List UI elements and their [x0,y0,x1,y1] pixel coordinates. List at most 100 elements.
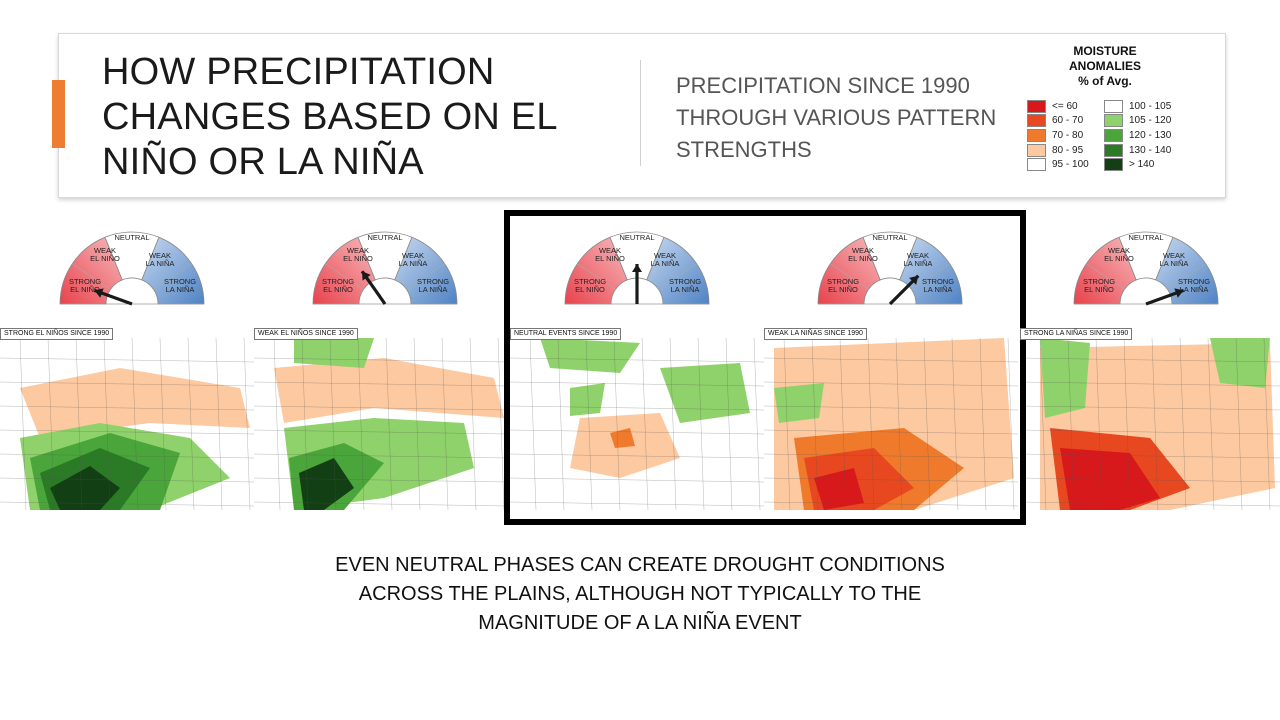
gauge-label-line: EL NIÑO [575,285,605,294]
gauge-label-line: EL NIÑO [343,254,373,263]
boundary-line [557,337,565,510]
gauge-label-line: EL NIÑO [828,285,858,294]
boundary-line [1095,337,1103,510]
legend-swatch [1104,114,1123,128]
boundary-line [159,337,167,510]
boundary-line [1020,357,1280,363]
gauge-label-line: STRONG [1083,277,1115,286]
gauge-neutral: NEUTRAL WEAK EL NIÑO WEAK LA NIÑA STRONG EL NI… [557,228,717,308]
gauge-label-line: LA NIÑA [651,259,680,268]
boundary-line [0,381,254,387]
anomaly-region [1060,448,1160,510]
boundary-line [497,337,505,510]
legend-swatch [1027,143,1046,157]
map-strong-el-ninos: STRONG EL NIÑOS SINCE 1990 [0,328,254,510]
gauge-divider [658,263,697,290]
gauge-label-line: STRONG [574,277,606,286]
gauge-label: STRONG EL NIÑO [574,277,606,294]
gauge-label-line: WEAK [599,246,621,255]
boundary-line [19,337,27,510]
gauge-label: STRONG EL NIÑO [69,277,101,294]
gauge-label: WEAK EL NIÑO [1104,246,1134,263]
legend-item: 105 - 120 [1104,114,1171,129]
gauge-label-line: LA NIÑA [166,285,195,294]
boundary-line [0,405,254,411]
gauge-needle-head [909,275,919,285]
anomaly-region [274,358,504,423]
boundary-line [243,337,251,510]
legend-column-right: 100 - 105 105 - 120 120 - 130 130 - 140 > 14… [1104,99,1171,172]
boundary-line [254,501,508,507]
slide-title: HOW PRECIPITATION CHANGES BASED ON EL NI… [102,50,602,185]
boundary-line [510,381,764,387]
gauge-la-nina-sector [394,236,458,305]
gauge-label-line: LA NIÑA [399,259,428,268]
anomaly-region [610,428,635,448]
gauge-label-line: STRONG [669,277,701,286]
gauge-label: STRONG LA NIÑA [922,277,954,294]
caption-line: MAGNITUDE OF A LA NIÑA EVENT [478,612,802,634]
boundary-line [1020,381,1280,387]
legend-swatch [1104,158,1123,172]
gauge-label-line: STRONG [922,277,954,286]
legend-item: 60 - 70 [1027,114,1089,129]
gauge-label-line: WEAK [347,246,369,255]
legend-label: 70 - 80 [1052,129,1084,141]
caption-line: EVEN NEUTRAL PHASES CAN CREATE DROUGHT C… [335,554,945,576]
gauge-la-nina-sector [646,236,710,305]
anomaly-region [299,458,354,510]
gauge-label-line: LA NIÑA [1160,259,1189,268]
caption-line: ACROSS THE PLAINS, ALTHOUGH NOT TYPICALL… [358,583,922,605]
gauge-divider [577,263,616,290]
boundary-line [764,477,1018,483]
boundary-line [1067,337,1075,510]
boundary-line [254,453,508,459]
boundary-line [441,337,449,510]
legend-item: <= 60 [1027,99,1089,114]
slide-caption: EVEN NEUTRAL PHASES CAN CREATE DROUGHT C… [300,551,980,638]
title-line: NIÑO OR LA NIÑA [102,141,424,183]
gauge-label-line: WEAK [94,246,116,255]
legend-label: > 140 [1129,159,1155,171]
boundary-line [1020,429,1280,435]
gauge-el-nino-sector [1073,236,1137,305]
boundary-line [783,337,791,510]
legend-item: > 140 [1104,157,1171,172]
boundary-line [510,477,764,483]
gauge-label-line: NEUTRAL [1128,233,1163,242]
gauge-strong-la-nina: NEUTRAL WEAK EL NIÑO WEAK LA NIÑA STRONG EL NI… [1066,228,1226,308]
boundary-line [697,337,705,510]
boundary-line [1207,337,1215,510]
boundary-line [1151,337,1159,510]
gauge-label-line: WEAK [149,251,171,260]
map-svg [1020,328,1280,510]
gauge-label-line: LA NIÑA [904,259,933,268]
gauge-label-line: EL NIÑO [1104,254,1134,263]
boundary-line [131,337,139,510]
anomaly-region [814,468,864,510]
anomaly-region [294,338,374,368]
legend-title-line: % of Avg. [1078,74,1132,88]
legend-label: 100 - 105 [1129,100,1172,112]
gauge-needle-head [632,264,642,272]
header-divider [640,60,641,166]
gauge-divider [153,263,192,290]
boundary-line [75,337,83,510]
boundary-line [1007,337,1015,510]
boundary-line [1020,477,1280,483]
legend-label: 80 - 95 [1052,144,1084,156]
boundary-line [764,501,1018,507]
map-svg [764,328,1018,510]
subtitle-line: THROUGH VARIOUS PATTERN [676,105,997,130]
legend-item: 100 - 105 [1104,99,1171,114]
legend-swatch [1027,128,1046,142]
map-label: STRONG LA NIÑAS SINCE 1990 [1020,328,1133,340]
gauge-label: NEUTRAL [114,233,149,242]
gauge-label-line: LA NIÑA [419,285,448,294]
boundary-line [1123,337,1131,510]
boundary-line [0,357,254,363]
gauge-weak-el-nino: NEUTRAL WEAK EL NIÑO WEAK LA NIÑA STRONG EL NI… [305,228,465,308]
